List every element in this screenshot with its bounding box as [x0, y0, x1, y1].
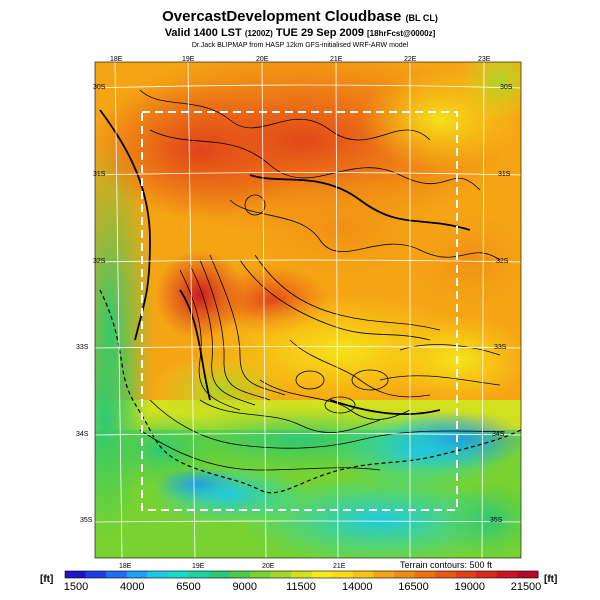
- colorbar-swatch: [208, 571, 231, 578]
- colorbar: [64, 570, 539, 579]
- region-box: [141, 111, 458, 511]
- lat-label: 34S: [492, 431, 505, 438]
- colorbar-swatch: [394, 571, 416, 578]
- lon-label: 19E: [192, 563, 205, 570]
- colorbar-tick-label: 6500: [176, 581, 201, 593]
- colorbar-tick-label: 1500: [63, 581, 89, 593]
- lat-label: 30S: [500, 84, 513, 91]
- lat-label: 32S: [496, 258, 509, 265]
- colorbar-swatch: [65, 571, 87, 578]
- unit-label-right: [ft]: [544, 574, 558, 585]
- colorbar-swatch: [188, 571, 210, 578]
- colorbar-swatch: [106, 571, 128, 578]
- colorbar-swatch: [270, 571, 292, 578]
- terrain-note: Terrain contours: 500 ft: [400, 560, 493, 570]
- lat-label: 34S: [76, 431, 89, 438]
- colorbar-tick-label: 16500: [398, 581, 429, 593]
- terrain-contours: [139, 89, 506, 471]
- colorbar-swatch: [435, 571, 457, 578]
- lat-label: 33S: [76, 344, 89, 351]
- colorbar-swatch: [352, 571, 374, 578]
- cloudbase-field: [95, 62, 521, 558]
- unit-label-left: [ft]: [40, 574, 54, 585]
- lat-label: 32S: [93, 258, 106, 265]
- lon-label: 18E: [110, 56, 123, 63]
- lon-label: 20E: [262, 563, 275, 570]
- map-title: OvercastDevelopment Cloudbase (BL CL): [162, 8, 438, 25]
- colorbar-swatch: [517, 571, 539, 578]
- graticule: [95, 62, 521, 558]
- lat-label: 35S: [490, 517, 503, 524]
- lat-label: 31S: [498, 171, 511, 178]
- colorbar-swatch: [332, 571, 354, 578]
- colorbar-swatch: [373, 571, 395, 578]
- model-credit: Dr.Jack BLIPMAP from HASP 12km GFS-initi…: [191, 42, 409, 49]
- colorbar-swatch: [126, 571, 148, 578]
- lon-label: 22E: [404, 56, 417, 63]
- lon-label: 21E: [330, 56, 343, 63]
- lon-label: 21E: [333, 563, 346, 570]
- lon-label: 18E: [119, 563, 132, 570]
- lat-label: 30S: [93, 84, 106, 91]
- colorbar-swatch: [414, 571, 436, 578]
- lon-label: 23E: [478, 56, 491, 63]
- colorbar-swatch: [147, 571, 169, 578]
- colorbar-swatch: [167, 571, 189, 578]
- colorbar-tick-label: 21500: [510, 581, 542, 593]
- colorbar-swatch: [496, 571, 518, 578]
- colorbar-tick-label: 11500: [286, 581, 316, 593]
- lon-label: 20E: [256, 56, 269, 63]
- lat-label: 31S: [93, 171, 106, 178]
- colorbar-tick-label: 19000: [454, 581, 486, 593]
- colorbar-swatch: [455, 571, 477, 578]
- lat-label: 33S: [494, 344, 507, 351]
- lon-label: 19E: [182, 56, 195, 63]
- colorbar-swatch: [311, 571, 333, 578]
- colorbar-swatch: [85, 571, 107, 578]
- colorbar-tick-label: 4000: [120, 581, 145, 593]
- lat-label: 35S: [80, 517, 93, 524]
- colorbar-swatch: [291, 571, 313, 578]
- valid-time-line: Valid 1400 LST (1200Z) TUE 29 Sep 2009 […: [164, 27, 436, 39]
- colorbar-tick-label: 9000: [232, 581, 257, 593]
- colorbar-swatch: [250, 571, 272, 578]
- colorbar-swatch: [476, 571, 498, 578]
- colorbar-swatch: [229, 571, 251, 578]
- colorbar-tick-label: 14000: [341, 581, 373, 593]
